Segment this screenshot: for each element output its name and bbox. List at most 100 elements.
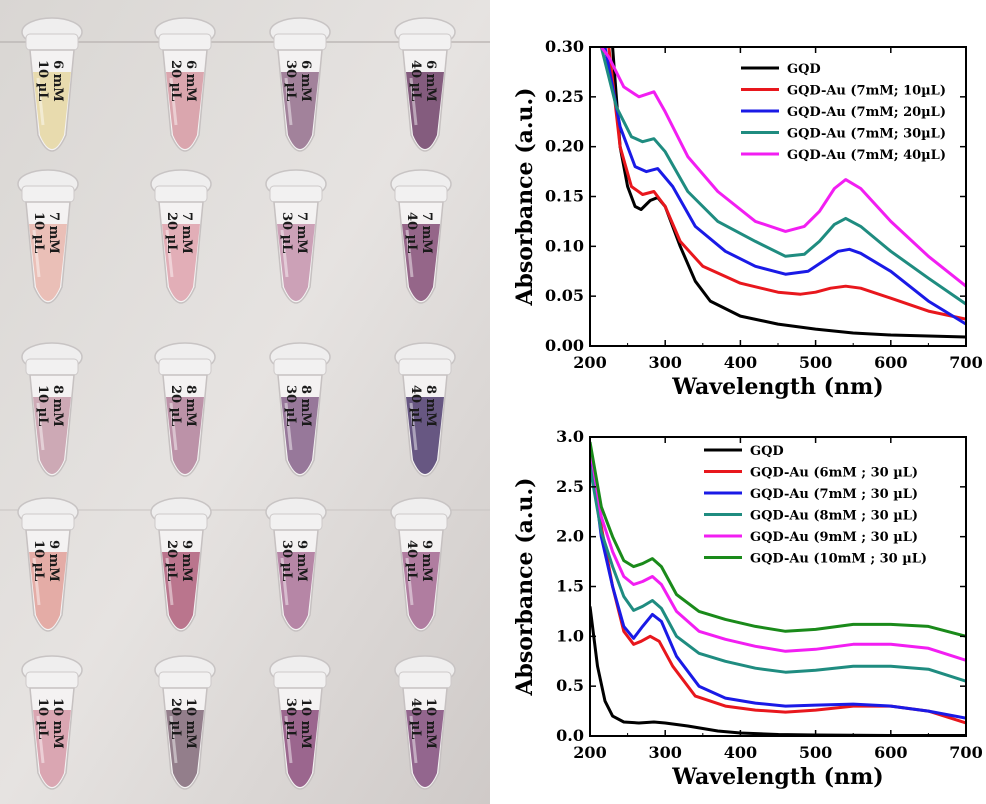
y-tick-label: 1.0 <box>556 626 584 645</box>
y-tick-label: 0.20 <box>545 137 584 156</box>
tube-label-concentration: 10 mM <box>298 698 313 749</box>
x-tick-label: 700 <box>949 353 982 372</box>
microtube: 9 mM10 µL <box>17 497 79 632</box>
tube-label-volume: 10 µL <box>35 698 50 739</box>
microtube-photo: 6 mM10 µL 6 mM20 µL 6 mM30 µL 6 mM40 µL7 mM… <box>0 0 490 804</box>
y-tick-label: 2.5 <box>556 477 584 496</box>
plot-area <box>599 47 966 339</box>
y-tick-label: 1.5 <box>556 577 584 596</box>
tube-liquid <box>33 710 71 787</box>
tube-label: 8 mM40 µL <box>408 385 438 427</box>
tube-label: 6 mM20 µL <box>168 60 198 102</box>
y-axis-label: Absorbance (a.u.) <box>512 477 538 696</box>
tube-label-volume: 40 µL <box>408 385 423 426</box>
tube-label-volume: 20 µL <box>168 698 183 739</box>
microtube: 9 mM40 µL <box>390 497 452 632</box>
series-line <box>590 446 966 662</box>
x-tick-label: 200 <box>573 353 606 372</box>
x-axis-label: Wavelength (nm) <box>671 374 883 400</box>
tube-label-concentration: 6 mM <box>423 60 438 102</box>
y-tick-label: 0.0 <box>556 726 584 745</box>
plot-frame <box>589 436 967 737</box>
tube-liquid <box>406 710 444 787</box>
tube-liquid <box>29 224 67 301</box>
tube-label: 9 mM20 µL <box>164 540 194 582</box>
microtube: 8 mM10 µL <box>21 342 83 477</box>
tube-label: 10 mM20 µL <box>168 698 198 749</box>
tube-label-concentration: 10 mM <box>183 698 198 749</box>
tube-label: 7 mM20 µL <box>164 212 194 254</box>
tube-liquid <box>29 552 67 629</box>
x-axis-label: Wavelength (nm) <box>671 764 883 790</box>
y-tick-label: 0.00 <box>545 336 584 355</box>
tube-label: 9 mM40 µL <box>404 540 434 582</box>
series-line <box>611 47 966 339</box>
microtube: 9 mM20 µL <box>150 497 212 632</box>
tube-label-volume: 40 µL <box>408 60 423 101</box>
legend-entry-label: GQD <box>750 444 784 459</box>
legend-entry-label: GQD-Au (8mM ; 30 µL) <box>750 509 918 524</box>
tube-label: 8 mM20 µL <box>168 385 198 427</box>
tube-liquid <box>281 72 319 149</box>
tube-label: 7 mM10 µL <box>31 212 61 254</box>
microtube: 7 mM10 µL <box>17 169 79 304</box>
tube-liquid <box>33 397 71 474</box>
x-tick-label: 600 <box>874 743 907 762</box>
legend-entry-label: GQD-Au (7mM; 10µL) <box>787 84 946 99</box>
x-tick-label: 500 <box>799 743 832 762</box>
microtube: 10 mM30 µL <box>269 655 331 790</box>
microtube: 9 mM30 µL <box>265 497 327 632</box>
tube-label-volume: 30 µL <box>283 698 298 739</box>
microtube: 6 mM30 µL <box>269 17 331 152</box>
series-line <box>590 441 966 638</box>
tube-liquid <box>281 710 319 787</box>
tube-label: 8 mM30 µL <box>283 385 313 427</box>
tube-label: 10 mM10 µL <box>35 698 65 749</box>
tube-label-concentration: 7 mM <box>46 212 61 254</box>
tube-label-concentration: 6 mM <box>298 60 313 102</box>
tube-label-concentration: 7 mM <box>419 212 434 254</box>
tube-label: 9 mM10 µL <box>31 540 61 582</box>
tube-label-volume: 10 µL <box>35 385 50 426</box>
tube-liquid <box>406 72 444 149</box>
absorbance-chart-bottom: 200 300 400 500 600 700 0.0 0.5 1.0 1.5 2.0 2.5 3.0 W… <box>512 427 983 790</box>
series-line <box>607 47 966 321</box>
tube-label-volume: 30 µL <box>283 60 298 101</box>
legend-entry-label: GQD-Au (10mM ; 30 µL) <box>750 552 927 567</box>
tube-liquid <box>281 397 319 474</box>
tube-label-volume: 40 µL <box>408 698 423 739</box>
tube-label-concentration: 10 mM <box>423 698 438 749</box>
tube-label-volume: 40 µL <box>404 540 419 581</box>
series-line <box>603 47 966 326</box>
tube-label-concentration: 8 mM <box>298 385 313 427</box>
microtube: 8 mM20 µL <box>154 342 216 477</box>
absorbance-chart-top: 200 300 400 500 600 700 0.00 0.05 0.10 0.15 0.20 0.… <box>512 37 983 400</box>
x-tick-label: 300 <box>648 353 681 372</box>
tube-label: 10 mM40 µL <box>408 698 438 749</box>
series-line <box>590 446 966 720</box>
tube-label-volume: 20 µL <box>168 385 183 426</box>
legend-entry-label: GQD-Au (7mM; 40µL) <box>787 148 946 163</box>
tube-label-concentration: 6 mM <box>183 60 198 102</box>
tube-label-volume: 10 µL <box>31 540 46 581</box>
tube-label-volume: 30 µL <box>283 385 298 426</box>
y-tick-label: 0.05 <box>545 286 584 305</box>
tube-label-volume: 10 µL <box>35 60 50 101</box>
tube-liquid <box>33 72 71 149</box>
tube-label: 6 mM10 µL <box>35 60 65 102</box>
series-line <box>590 606 966 736</box>
microtube: 8 mM30 µL <box>269 342 331 477</box>
tube-label-concentration: 8 mM <box>423 385 438 427</box>
tube-label-concentration: 8 mM <box>50 385 65 427</box>
tube-label-volume: 30 µL <box>279 212 294 253</box>
legend-entry-label: GQD-Au (7mM ; 30 µL) <box>750 487 918 502</box>
tube-label: 7 mM30 µL <box>279 212 309 254</box>
microtube: 6 mM20 µL <box>154 17 216 152</box>
tube-liquid <box>406 397 444 474</box>
x-tick-label: 300 <box>648 743 681 762</box>
tube-label-concentration: 10 mM <box>50 698 65 749</box>
y-tick-label: 0.25 <box>545 87 584 106</box>
tube-liquid <box>166 710 204 787</box>
tube-liquid <box>166 72 204 149</box>
x-tick-label: 600 <box>874 353 907 372</box>
